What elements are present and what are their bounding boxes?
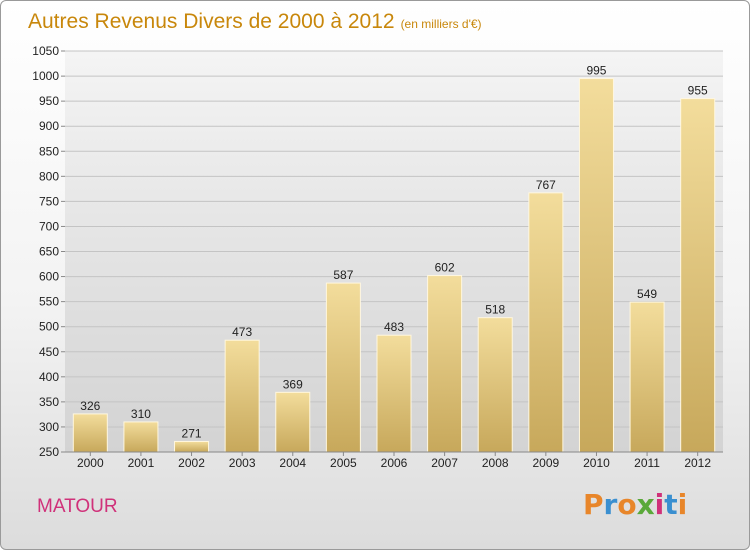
x-tick-label: 2004 bbox=[279, 456, 306, 470]
bar-2002 bbox=[174, 440, 210, 453]
x-tick-label: 2007 bbox=[431, 456, 458, 470]
y-tick-label: 650 bbox=[39, 245, 59, 259]
x-tick-label: 2003 bbox=[229, 456, 256, 470]
bar-2009 bbox=[528, 192, 564, 453]
y-tick-label: 700 bbox=[39, 219, 59, 233]
bar-value-label: 271 bbox=[182, 426, 202, 440]
logo-letter: r bbox=[603, 488, 618, 521]
y-tick-label: 950 bbox=[39, 94, 59, 108]
town-name: MATOUR bbox=[37, 496, 118, 517]
bars: 326 310 271 473 369 587 483 602 518 767 995 549 955 bbox=[72, 64, 716, 453]
x-tick-label: 2009 bbox=[532, 456, 559, 470]
x-tick-label: 2008 bbox=[482, 456, 509, 470]
bar-value-label: 518 bbox=[485, 303, 505, 317]
bar-value-label: 549 bbox=[637, 287, 657, 301]
y-axis-ticks: 250 300 350 400 450 500 550 600 650 700 750 800 850 9… bbox=[32, 44, 65, 459]
bar-value-label: 310 bbox=[131, 407, 151, 421]
x-tick-label: 2011 bbox=[634, 456, 660, 470]
bar-2012 bbox=[680, 98, 716, 453]
bar-2010 bbox=[578, 78, 614, 453]
y-tick-label: 400 bbox=[39, 370, 59, 384]
bar-2005 bbox=[325, 282, 361, 453]
bar-value-label: 602 bbox=[435, 261, 455, 275]
y-tick-label: 800 bbox=[39, 169, 59, 183]
bar-2003 bbox=[224, 339, 260, 453]
bar-2008 bbox=[477, 317, 513, 453]
x-tick-label: 2006 bbox=[381, 456, 408, 470]
logo-letter: o bbox=[617, 488, 637, 521]
x-tick-label: 2010 bbox=[583, 456, 610, 470]
bar-value-label: 767 bbox=[536, 178, 556, 192]
y-tick-label: 550 bbox=[39, 295, 59, 309]
bar-2007 bbox=[427, 275, 463, 453]
chart-subtitle: (en milliers d'€) bbox=[400, 17, 482, 31]
y-tick-label: 600 bbox=[39, 270, 59, 284]
y-tick-label: 300 bbox=[39, 420, 59, 434]
x-tick-label: 2001 bbox=[128, 456, 155, 470]
y-tick-label: 450 bbox=[39, 345, 59, 359]
x-tick-label: 2002 bbox=[178, 456, 205, 470]
bar-2006 bbox=[376, 334, 412, 453]
x-axis-ticks: 2000 2001 2002 2003 2004 2005 2006 2007 2008 2009… bbox=[77, 452, 711, 470]
bar-value-label: 587 bbox=[333, 268, 353, 282]
bar-value-label: 369 bbox=[283, 377, 303, 391]
bar-value-label: 955 bbox=[688, 84, 708, 98]
x-tick-label: 2000 bbox=[77, 456, 104, 470]
bar-value-label: 473 bbox=[232, 325, 252, 339]
logo-letter: t bbox=[664, 488, 678, 521]
chart-title: Autres Revenus Divers de 2000 à 2012 (en … bbox=[28, 10, 482, 34]
y-tick-label: 250 bbox=[39, 445, 59, 459]
bar-2011 bbox=[629, 301, 665, 453]
y-tick-label: 900 bbox=[39, 119, 59, 133]
y-tick-label: 1000 bbox=[32, 69, 59, 83]
bar-value-label: 995 bbox=[586, 64, 606, 78]
y-tick-label: 850 bbox=[39, 144, 59, 158]
bar-value-label: 483 bbox=[384, 320, 404, 334]
chart-title-text: Autres Revenus Divers de 2000 à 2012 bbox=[28, 10, 395, 33]
logo-letter: i bbox=[654, 488, 665, 521]
y-tick-label: 750 bbox=[39, 194, 59, 208]
bar-value-label: 326 bbox=[80, 399, 100, 413]
logo-letter: i bbox=[677, 488, 688, 521]
proxiti-logo: Proxiti bbox=[583, 488, 687, 521]
y-tick-label: 500 bbox=[39, 320, 59, 334]
bar-2001 bbox=[123, 421, 159, 453]
y-tick-label: 1050 bbox=[32, 44, 59, 58]
bar-2004 bbox=[275, 391, 311, 453]
bar-2000 bbox=[72, 413, 108, 453]
x-tick-label: 2005 bbox=[330, 456, 357, 470]
y-tick-label: 350 bbox=[39, 395, 59, 409]
logo-letter: x bbox=[636, 488, 655, 521]
logo-letter: P bbox=[583, 488, 604, 521]
x-tick-label: 2012 bbox=[684, 456, 711, 470]
